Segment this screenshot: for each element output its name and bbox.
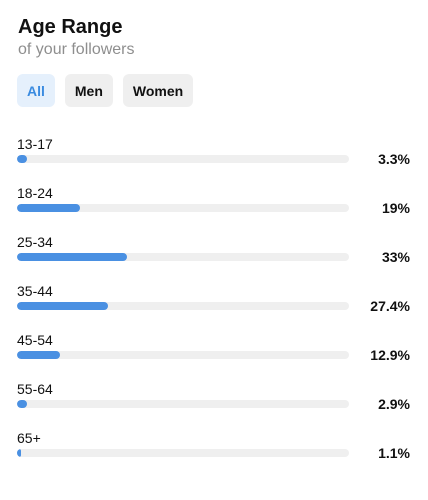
page-title: Age Range (18, 16, 123, 38)
age-range-row: 55-64 2.9% (17, 379, 412, 428)
progress-track (17, 302, 349, 310)
age-range-row: 18-24 19% (17, 183, 412, 232)
progress-fill (17, 155, 27, 163)
page-subtitle: of your followers (18, 41, 135, 58)
gender-filter-tabs: All Men Women (17, 74, 194, 107)
age-range-percent: 27.4% (370, 298, 410, 314)
age-range-label: 65+ (17, 430, 41, 446)
progress-track (17, 351, 349, 359)
tab-women[interactable]: Women (122, 74, 194, 107)
age-range-row: 45-54 12.9% (17, 330, 412, 379)
progress-track (17, 155, 349, 163)
age-range-row: 13-17 3.3% (17, 134, 412, 183)
progress-track (17, 400, 349, 408)
age-range-label: 55-64 (17, 381, 53, 397)
age-range-list: 13-17 3.3% 18-24 19% 25-34 33% 35-44 27.… (17, 134, 412, 477)
age-range-label: 35-44 (17, 283, 53, 299)
progress-fill (17, 400, 27, 408)
age-range-label: 25-34 (17, 234, 53, 250)
tab-men[interactable]: Men (64, 74, 113, 107)
progress-fill (17, 253, 127, 261)
age-range-percent: 1.1% (378, 445, 410, 461)
age-range-row: 65+ 1.1% (17, 428, 412, 477)
progress-fill (17, 302, 108, 310)
progress-track (17, 253, 349, 261)
age-range-label: 45-54 (17, 332, 53, 348)
age-range-percent: 12.9% (370, 347, 410, 363)
age-range-label: 18-24 (17, 185, 53, 201)
tab-all[interactable]: All (17, 74, 55, 107)
age-range-row: 25-34 33% (17, 232, 412, 281)
age-range-percent: 3.3% (378, 151, 410, 167)
age-range-row: 35-44 27.4% (17, 281, 412, 330)
progress-track (17, 449, 349, 457)
header: Age Range of your followers (18, 14, 135, 60)
age-range-label: 13-17 (17, 136, 53, 152)
progress-fill (17, 204, 81, 212)
progress-fill (17, 449, 21, 457)
progress-track (17, 204, 349, 212)
age-range-percent: 33% (381, 249, 410, 265)
age-range-percent: 19% (381, 200, 410, 216)
progress-fill (17, 351, 60, 359)
age-range-percent: 2.9% (378, 396, 410, 412)
